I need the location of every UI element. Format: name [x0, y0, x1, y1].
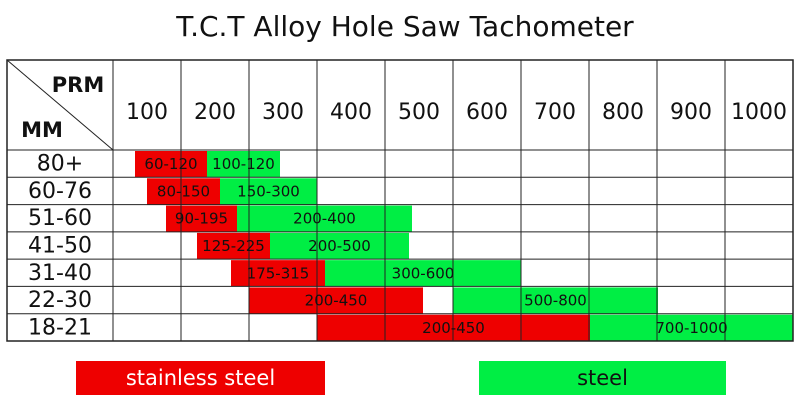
corner-bottom: MM: [21, 118, 63, 142]
legend-label: stainless steel: [126, 366, 275, 390]
legend-swatch: [479, 361, 726, 395]
green-label: 200-400: [293, 210, 356, 228]
column-header: 700: [534, 100, 576, 125]
red-label: 200-450: [305, 292, 368, 310]
column-header: 400: [330, 100, 372, 125]
green-label: 700-1000: [655, 319, 727, 337]
row-size: 18-21: [28, 315, 92, 340]
green-bar: [270, 232, 409, 260]
green-bar: [325, 260, 521, 287]
red-label: 90-195: [175, 210, 228, 228]
legend-label: steel: [577, 366, 628, 390]
column-header: 600: [466, 100, 508, 125]
table-border: [6, 59, 794, 342]
row-size: 51-60: [28, 206, 92, 231]
red-bar: [166, 205, 237, 232]
row-size: 22-30: [28, 288, 92, 313]
column-header: 300: [262, 100, 304, 125]
row-size: 60-76: [28, 179, 92, 204]
row-size: 31-40: [28, 261, 92, 286]
red-label: 200-450: [422, 319, 485, 337]
green-bar: [590, 314, 793, 341]
red-bar: [147, 178, 220, 205]
green-label: 200-500: [308, 237, 371, 255]
red-bar: [249, 287, 423, 314]
column-header: 800: [602, 100, 644, 125]
column-header: 500: [398, 100, 440, 125]
red-bar: [135, 151, 207, 178]
red-bar: [231, 260, 325, 287]
green-bar: [237, 205, 412, 232]
green-label: 150-300: [237, 182, 300, 200]
red-label: 175-315: [247, 264, 310, 282]
row-size: 41-50: [28, 234, 92, 259]
red-label: 60-120: [144, 155, 197, 173]
red-bar: [197, 232, 270, 260]
column-header: 1000: [731, 100, 787, 125]
red-label: 125-225: [202, 237, 265, 255]
corner-top: PRM: [52, 73, 104, 97]
legend-swatch: [76, 361, 325, 395]
corner-diagonal: [6, 59, 114, 151]
green-label: 100-120: [212, 155, 275, 173]
column-header: 100: [126, 100, 168, 125]
green-bar: [220, 178, 317, 205]
green-bar: [207, 151, 280, 178]
green-bar: [453, 287, 658, 314]
column-header: 200: [194, 100, 236, 125]
row-size: 80+: [37, 152, 83, 177]
column-header: 900: [670, 100, 712, 125]
green-label: 300-600: [392, 264, 455, 282]
green-label: 500-800: [524, 292, 587, 310]
red-label: 80-150: [157, 182, 210, 200]
title: T.C.T Alloy Hole Saw Tachometer: [175, 10, 634, 43]
